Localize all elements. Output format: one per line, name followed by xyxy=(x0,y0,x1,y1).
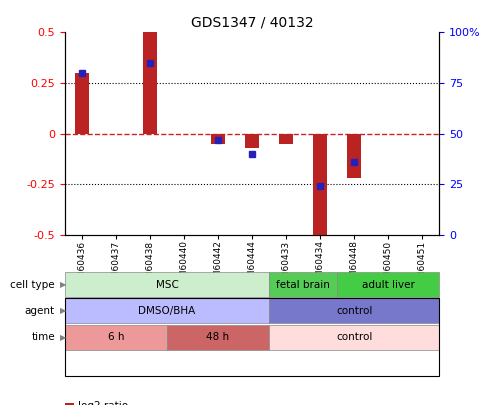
Text: control: control xyxy=(336,306,372,316)
Text: cell type: cell type xyxy=(10,279,55,290)
Bar xyxy=(245,134,259,148)
Text: MSC: MSC xyxy=(156,279,178,290)
Text: 6 h: 6 h xyxy=(108,332,124,342)
Text: ▶: ▶ xyxy=(60,306,66,315)
Bar xyxy=(347,134,361,178)
Text: 48 h: 48 h xyxy=(207,332,230,342)
Bar xyxy=(211,134,225,144)
Text: time: time xyxy=(31,332,55,342)
Text: ▶: ▶ xyxy=(60,280,66,289)
Bar xyxy=(143,32,157,134)
Text: DMSO/BHA: DMSO/BHA xyxy=(138,306,196,316)
Bar xyxy=(279,134,293,144)
Text: adult liver: adult liver xyxy=(362,279,415,290)
Text: ▶: ▶ xyxy=(60,333,66,342)
Bar xyxy=(75,73,89,134)
Text: log2 ratio: log2 ratio xyxy=(78,401,128,405)
Text: fetal brain: fetal brain xyxy=(276,279,330,290)
Text: control: control xyxy=(336,332,372,342)
Title: GDS1347 / 40132: GDS1347 / 40132 xyxy=(191,16,313,30)
Text: agent: agent xyxy=(25,306,55,316)
Bar xyxy=(313,134,327,239)
